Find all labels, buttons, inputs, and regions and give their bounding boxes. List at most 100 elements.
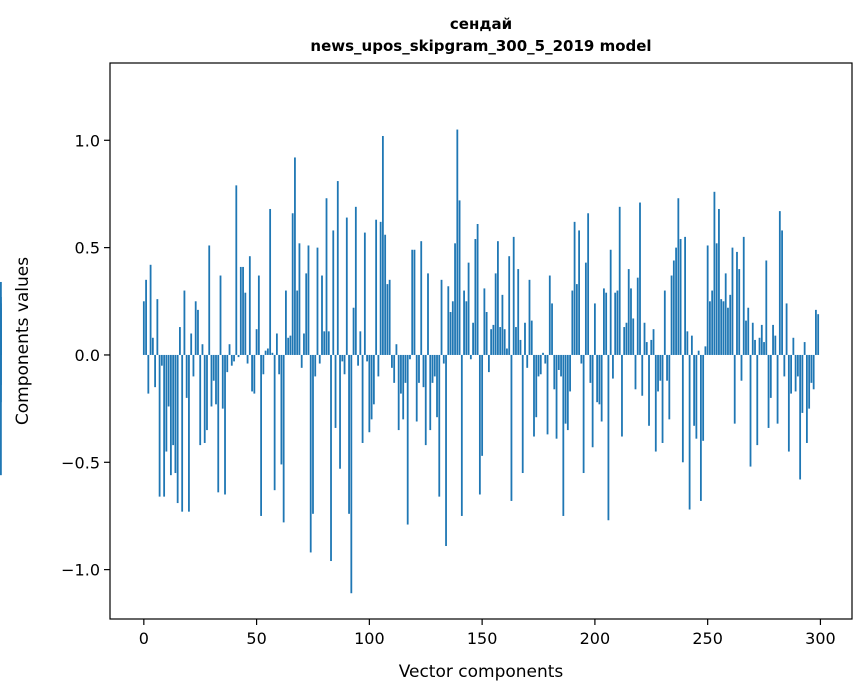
- bar-176: [539, 354, 542, 375]
- bar-48: [251, 354, 253, 392]
- bar-286: [787, 354, 790, 452]
- bar-8: [160, 354, 163, 366]
- bar-116: [404, 354, 407, 383]
- bar-182: [553, 354, 556, 390]
- bar-undefined: [0, 354, 2, 476]
- bar-206: [607, 354, 610, 521]
- bar-210: [616, 290, 619, 355]
- bar-49: [253, 354, 256, 394]
- bar-85: [334, 354, 337, 428]
- bar-249: [704, 346, 707, 355]
- bars-group: [0, 129, 820, 594]
- bar-129: [433, 354, 436, 377]
- bar-74: [309, 354, 312, 553]
- bar-52: [260, 354, 262, 516]
- bar-7: [158, 354, 161, 497]
- bar-99: [366, 354, 368, 362]
- bar-78: [318, 354, 321, 364]
- bar-97: [361, 354, 364, 443]
- bar-145: [469, 354, 472, 360]
- bar-208: [612, 354, 614, 379]
- bar-126: [427, 273, 429, 355]
- bar-294: [805, 354, 808, 443]
- bar-247: [699, 354, 702, 501]
- bar-55: [266, 348, 269, 355]
- bar-69: [298, 243, 301, 355]
- bar-104: [377, 354, 380, 377]
- bar-152: [485, 312, 488, 355]
- bar-150: [481, 354, 484, 456]
- bar-96: [359, 331, 362, 355]
- bar-110: [391, 354, 393, 368]
- bar-200: [593, 303, 596, 355]
- bar-63: [285, 290, 287, 355]
- bar-237: [677, 198, 680, 355]
- bar-105: [379, 221, 382, 355]
- bar-140: [458, 200, 461, 355]
- bar-198: [589, 354, 592, 383]
- bar-205: [605, 292, 608, 355]
- bar-288: [792, 337, 795, 355]
- bar-101: [370, 354, 373, 420]
- bar-61: [280, 354, 283, 465]
- bar-51: [257, 275, 260, 355]
- bar-193: [578, 230, 580, 355]
- bar-223: [645, 342, 648, 355]
- bar-4: [151, 337, 154, 355]
- bar-242: [688, 354, 691, 510]
- bar-94: [354, 206, 357, 355]
- bar-265: [740, 354, 743, 381]
- bar-155: [492, 324, 495, 355]
- bar-232: [666, 354, 668, 381]
- bar-256: [720, 299, 723, 355]
- bar-57: [271, 352, 274, 355]
- bar-177: [542, 352, 544, 355]
- bar-180: [548, 275, 551, 355]
- bar-0: [142, 301, 145, 355]
- x-tick-label: 250: [692, 629, 723, 648]
- bar-259: [727, 307, 729, 355]
- y-axis-label: Components values: [13, 257, 33, 425]
- bar-172: [530, 320, 533, 355]
- bar-171: [528, 279, 531, 355]
- bar-186: [562, 354, 565, 516]
- bar-72: [305, 273, 308, 355]
- bar-113: [397, 354, 400, 431]
- bar-29: [208, 245, 211, 355]
- bar-64: [287, 337, 290, 355]
- bar-144: [467, 262, 470, 355]
- bar-238: [679, 239, 682, 355]
- bar-18: [183, 290, 186, 355]
- bar-71: [303, 333, 305, 355]
- bar-276: [765, 260, 768, 355]
- bar-162: [508, 256, 511, 355]
- bar-254: [715, 243, 718, 355]
- bar-134: [445, 354, 447, 547]
- bar-240: [684, 236, 686, 355]
- y-tick-label: 0.0: [75, 346, 100, 365]
- bar-285: [785, 303, 788, 355]
- bar-273: [758, 337, 761, 355]
- bar-218: [634, 354, 637, 390]
- bar-266: [742, 236, 745, 355]
- x-tick-label: 0: [139, 629, 149, 648]
- bar-220: [639, 202, 641, 355]
- bar-160: [503, 329, 506, 355]
- y-tick-label: 0.5: [75, 239, 100, 258]
- bar-190: [571, 290, 574, 355]
- bar-234: [670, 275, 673, 355]
- y-axis-ticks: −1.0 −0.5 0.0 0.5 1.0: [61, 131, 110, 580]
- bar-120: [413, 249, 416, 355]
- bar-291: [799, 354, 802, 480]
- bar-163: [510, 354, 513, 501]
- bar-17: [181, 354, 184, 512]
- bar-297: [812, 354, 815, 390]
- bar-20: [188, 354, 190, 512]
- bar-28: [206, 354, 208, 431]
- bar-92: [350, 354, 353, 594]
- bar-183: [555, 354, 558, 439]
- bar-165: [515, 327, 517, 355]
- bar-132: [440, 279, 443, 355]
- bar-122: [418, 354, 420, 383]
- bar-23: [194, 301, 197, 355]
